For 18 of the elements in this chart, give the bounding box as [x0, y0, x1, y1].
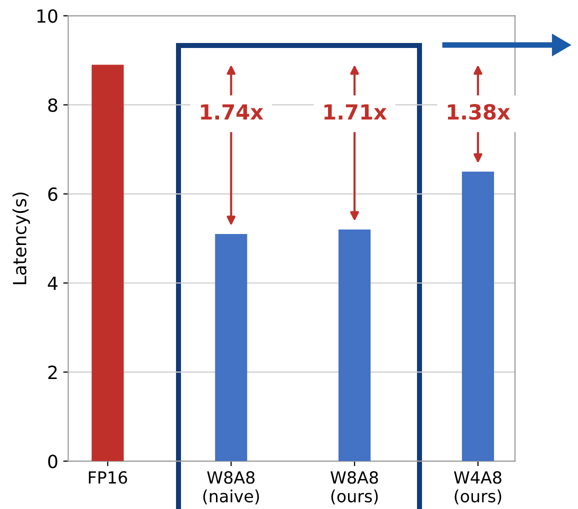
y-tick-label: 10	[37, 9, 58, 23]
bar	[215, 234, 248, 462]
annotation: 1.71x	[324, 104, 387, 120]
annotation: 1.74x	[201, 104, 264, 120]
y-tick-label: 6	[48, 187, 58, 202]
x-tick-label: W8A8 (naive)	[203, 471, 259, 504]
bar	[462, 172, 494, 462]
y-tick-label: 2	[48, 366, 57, 379]
y-tick-label: 4	[48, 276, 58, 290]
bar	[92, 64, 124, 462]
bar	[338, 230, 371, 462]
annotation: 1.38x	[448, 104, 510, 120]
y-tick-label: 0	[48, 454, 58, 468]
x-tick-label: FP16	[88, 471, 128, 484]
y-tick-label: 8	[48, 98, 58, 112]
x-tick-label: W8A8 (ours)	[330, 471, 378, 504]
y-axis-title: Latency(s)	[12, 192, 30, 284]
x-tick-label: W4A8 (ours)	[454, 471, 502, 504]
